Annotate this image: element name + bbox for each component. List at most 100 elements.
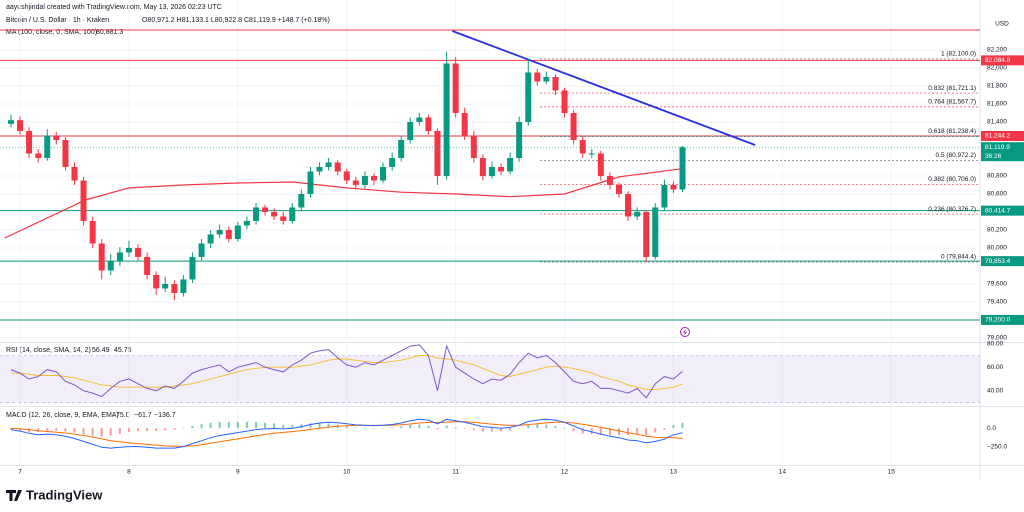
level-label: 79,200.0 — [985, 317, 1011, 324]
macd-histogram-bar — [518, 428, 521, 429]
macd-histogram-bar — [391, 427, 394, 429]
y-tick-label: 82,000 — [987, 65, 1007, 72]
macd-hist-value: 75.0 — [116, 412, 130, 419]
level-label: 81,244.2 — [985, 133, 1011, 140]
macd-histogram-bar — [627, 428, 630, 436]
candle-body — [588, 153, 595, 155]
macd-histogram-bar — [481, 428, 484, 432]
candle-body — [661, 184, 668, 208]
ma-legend: MA (100, close, 0, SMA, 100) — [6, 29, 97, 36]
candle-body — [289, 207, 296, 221]
candle-body — [162, 283, 169, 289]
candle-body — [180, 279, 187, 293]
y-tick-label: 80,200 — [987, 227, 1007, 234]
macd-legend: MACD (12, 26, close, 9, EMA, EMA) — [6, 412, 119, 419]
ma-line — [4, 168, 683, 239]
y-tick-label: 79,000 — [987, 335, 1007, 342]
macd-histogram-bar — [255, 421, 258, 429]
macd-histogram-bar — [545, 424, 548, 429]
candle-body — [461, 112, 468, 136]
macd-histogram-bar — [173, 428, 176, 431]
macd-histogram-bar — [191, 425, 194, 429]
candle-body — [171, 283, 178, 293]
macd-histogram-bar — [46, 428, 49, 431]
level-badge — [981, 55, 1024, 66]
y-tick-label: 80,600 — [987, 191, 1007, 198]
macd-histogram-bar — [536, 424, 539, 429]
macd-line — [10, 418, 683, 449]
macd-tick-label: −250.0 — [987, 443, 1007, 450]
candle-body — [670, 184, 677, 190]
candle-body — [425, 117, 432, 131]
macd-histogram-bar — [554, 425, 557, 429]
candle-body — [153, 274, 160, 289]
y-tick-label: 80,800 — [987, 173, 1007, 180]
macd-histogram-bar — [118, 428, 121, 434]
candle-body — [262, 207, 269, 212]
candle-body — [207, 234, 214, 244]
macd-histogram-bar — [445, 425, 448, 429]
macd-histogram-bar — [91, 428, 94, 436]
macd-histogram-bar — [73, 428, 76, 433]
x-tick-label: 14 — [779, 469, 787, 476]
candle-body — [298, 193, 305, 208]
candle-body — [552, 76, 559, 91]
candle-body — [234, 225, 241, 239]
candle-body — [470, 135, 477, 158]
macd-histogram-bar — [581, 428, 584, 434]
macd-histogram-bar — [127, 428, 130, 432]
level-label: 80,414.7 — [985, 207, 1011, 214]
macd-histogram-bar — [363, 428, 366, 429]
trendline — [452, 30, 756, 146]
candle-body — [125, 247, 132, 253]
candle-body — [144, 256, 151, 275]
rsi-value: 56.49 — [92, 347, 110, 354]
y-tick-label: 79,600 — [987, 281, 1007, 288]
macd-histogram-bar — [64, 428, 67, 432]
candle-body — [89, 220, 96, 244]
candle-body — [570, 112, 577, 140]
candle-body — [507, 157, 514, 172]
macd-histogram-bar — [236, 421, 239, 429]
macd-histogram-bar — [454, 427, 457, 429]
candle-body — [498, 166, 505, 172]
macd-histogram-bar — [636, 428, 639, 435]
rsi-tick-label: 80.00 — [987, 340, 1004, 347]
candle-body — [361, 175, 368, 185]
candle-body — [198, 243, 205, 257]
candle-body — [579, 139, 586, 154]
fib-label: 0.5 (80,972.2) — [936, 152, 976, 159]
rsi-tick-label: 60.00 — [987, 364, 1004, 371]
level-badge — [981, 130, 1024, 141]
macd-histogram-bar — [400, 426, 403, 429]
candle-body — [625, 193, 632, 217]
candle-body — [534, 72, 541, 82]
candle-body — [325, 162, 332, 167]
macd-histogram-bar — [218, 421, 221, 429]
candle-body — [561, 90, 568, 113]
candle-body — [334, 162, 341, 172]
candle-body — [35, 153, 42, 158]
macd-histogram-bar — [155, 428, 158, 432]
macd-histogram-bar — [372, 428, 375, 429]
macd-histogram-bar — [681, 422, 684, 429]
candle-body — [134, 247, 141, 257]
macd-histogram-bar — [599, 428, 602, 435]
macd-signal-value: −136.7 — [154, 412, 176, 419]
macd-signal-line — [10, 421, 683, 447]
candle-body — [280, 216, 287, 221]
y-tick-label: 81,400 — [987, 119, 1007, 126]
macd-histogram-bar — [164, 428, 167, 431]
candle-body — [352, 180, 359, 185]
macd-histogram-bar — [527, 425, 530, 429]
candle-body — [416, 117, 423, 122]
macd-histogram-bar — [645, 428, 648, 436]
candle-body — [643, 211, 650, 257]
x-tick-label: 15 — [888, 469, 896, 476]
currency: USD — [995, 21, 1009, 28]
macd-histogram-bar — [663, 428, 666, 430]
macd-histogram-bar — [273, 423, 276, 429]
candle-body — [434, 130, 441, 176]
macd-histogram-bar — [182, 428, 185, 429]
y-tick-label: 81,800 — [987, 83, 1007, 90]
